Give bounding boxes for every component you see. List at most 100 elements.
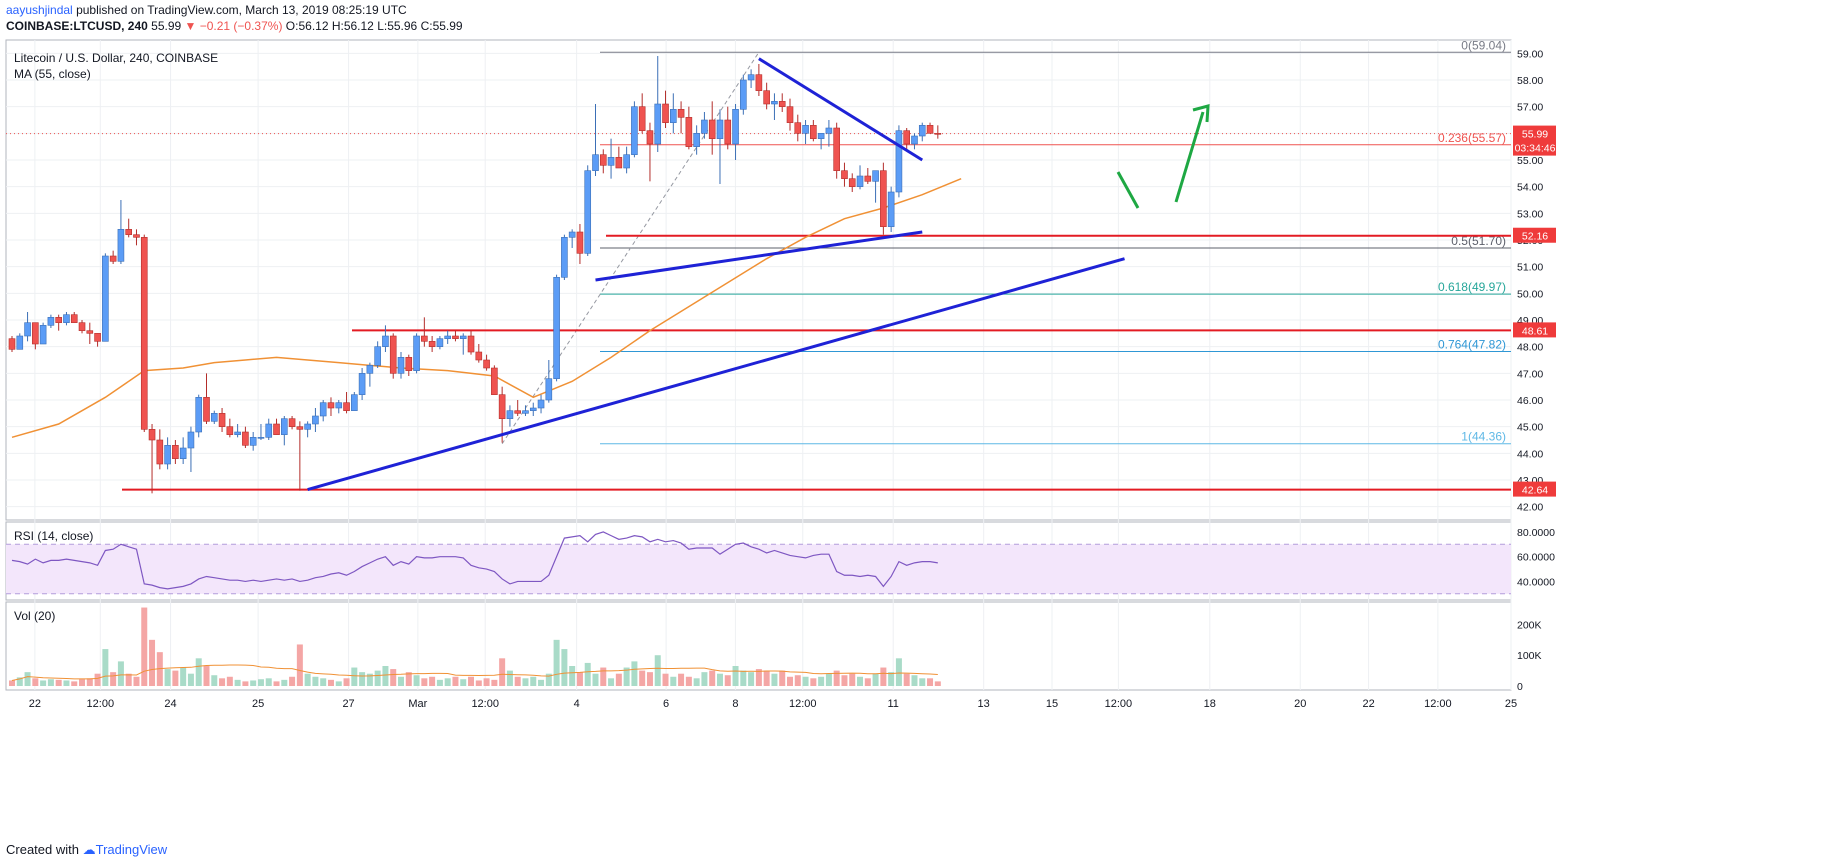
x-tick-label: 25: [252, 698, 264, 710]
candle-body: [662, 103, 669, 123]
symbol-line: COINBASE:LTCUSD, 240: [6, 19, 148, 33]
fib-level-label: 1(44.36): [1461, 430, 1506, 444]
candle-body: [771, 101, 778, 105]
volume-bar: [569, 666, 576, 686]
volume-bar: [343, 678, 350, 686]
volume-bar: [685, 676, 692, 686]
x-tick-label: 15: [1046, 698, 1058, 710]
volume-bar: [32, 678, 39, 686]
author-link[interactable]: aayushjindal: [6, 3, 73, 17]
volume-bar: [779, 670, 786, 686]
candle-body: [179, 447, 187, 459]
volume-bar: [825, 673, 832, 686]
volume-bar: [172, 670, 179, 686]
candle-body: [615, 157, 623, 169]
symbol-info: COINBASE:LTCUSD, 240 55.99 ▼ −0.21 (−0.3…: [6, 19, 463, 33]
volume-bar: [203, 666, 210, 686]
y-tick-label: 44.00: [1517, 448, 1543, 460]
candle-body: [319, 402, 327, 417]
candle-body: [926, 125, 934, 134]
candle-body: [273, 423, 280, 435]
volume-bar: [312, 676, 319, 686]
candle-body: [856, 175, 864, 187]
candle-body: [249, 437, 257, 446]
candle-body: [685, 117, 693, 147]
volume-bar: [561, 649, 568, 686]
x-tick-label: 18: [1204, 698, 1216, 710]
volume-bar: [133, 676, 140, 686]
candle-body: [242, 431, 249, 446]
candle-body: [148, 429, 156, 441]
candle-body: [452, 335, 459, 339]
volume-bar: [460, 679, 467, 686]
y-tick-label: 47.00: [1517, 368, 1543, 380]
volume-bar: [390, 669, 397, 686]
candle-body: [848, 178, 856, 187]
candle-body: [786, 106, 794, 123]
candle-body: [599, 154, 607, 166]
price-tag-label: 55.99: [1522, 129, 1548, 141]
candle-body: [304, 423, 311, 430]
volume-bar: [304, 673, 311, 686]
candle-body: [895, 130, 903, 193]
volume-ma-line: [11, 664, 938, 681]
volume-bar: [273, 681, 280, 686]
volume-bar: [327, 679, 334, 686]
candle-body: [623, 154, 630, 169]
fib-level-label: 0.5(51.70): [1451, 234, 1506, 248]
volume-bar: [475, 680, 482, 686]
candle-body: [86, 330, 94, 334]
rsi-line: [11, 531, 938, 590]
volume-bar: [748, 672, 755, 686]
candle-body: [491, 367, 498, 395]
x-tick-label: 12:00: [471, 698, 499, 710]
candle-body: [529, 407, 537, 411]
arrow-head-icon: [1192, 104, 1210, 123]
volume-bar: [771, 673, 778, 686]
candle-body: [109, 255, 117, 262]
candle-body: [327, 402, 335, 409]
candle-body: [475, 351, 483, 361]
candle-body: [514, 410, 522, 414]
candle-body: [39, 325, 47, 345]
candle-body: [817, 133, 825, 139]
volume-bar: [250, 680, 257, 686]
candle-body: [102, 255, 109, 342]
volume-bar: [608, 678, 615, 686]
volume-bar: [553, 639, 560, 686]
volume-bar: [421, 678, 428, 686]
volume-bar: [888, 672, 895, 686]
volume-bar: [351, 667, 358, 686]
candle-body: [133, 234, 140, 238]
volume-tick-label: 0: [1517, 681, 1523, 693]
tradingview-link[interactable]: TradingView: [95, 842, 168, 857]
candle-body: [296, 426, 304, 430]
candle-body: [265, 423, 273, 438]
volume-bar: [94, 673, 101, 686]
candle-body: [545, 378, 553, 401]
candle-body: [825, 127, 833, 134]
volume-bar: [234, 679, 241, 686]
candle-body: [187, 431, 195, 449]
volume-bar: [514, 676, 521, 686]
volume-bar: [141, 607, 148, 686]
candle-body: [421, 335, 428, 342]
volume-bar: [880, 667, 887, 686]
volume-bar: [413, 675, 420, 686]
volume-bar: [9, 680, 15, 686]
x-tick-label: Mar: [408, 698, 427, 710]
green-arrow-down: [1116, 171, 1140, 209]
x-tick-label: 22: [29, 698, 41, 710]
candle-body: [343, 402, 350, 411]
volume-bar: [281, 679, 288, 686]
candle-body: [280, 418, 288, 435]
x-tick-label: 27: [342, 698, 354, 710]
candle-body: [436, 338, 444, 347]
x-tick-label: 12:00: [789, 698, 817, 710]
candle-body: [778, 101, 786, 107]
volume-bar: [538, 679, 545, 686]
price-pane: [5, 39, 1512, 521]
candle-body: [358, 373, 366, 395]
volume-bar: [491, 679, 498, 686]
